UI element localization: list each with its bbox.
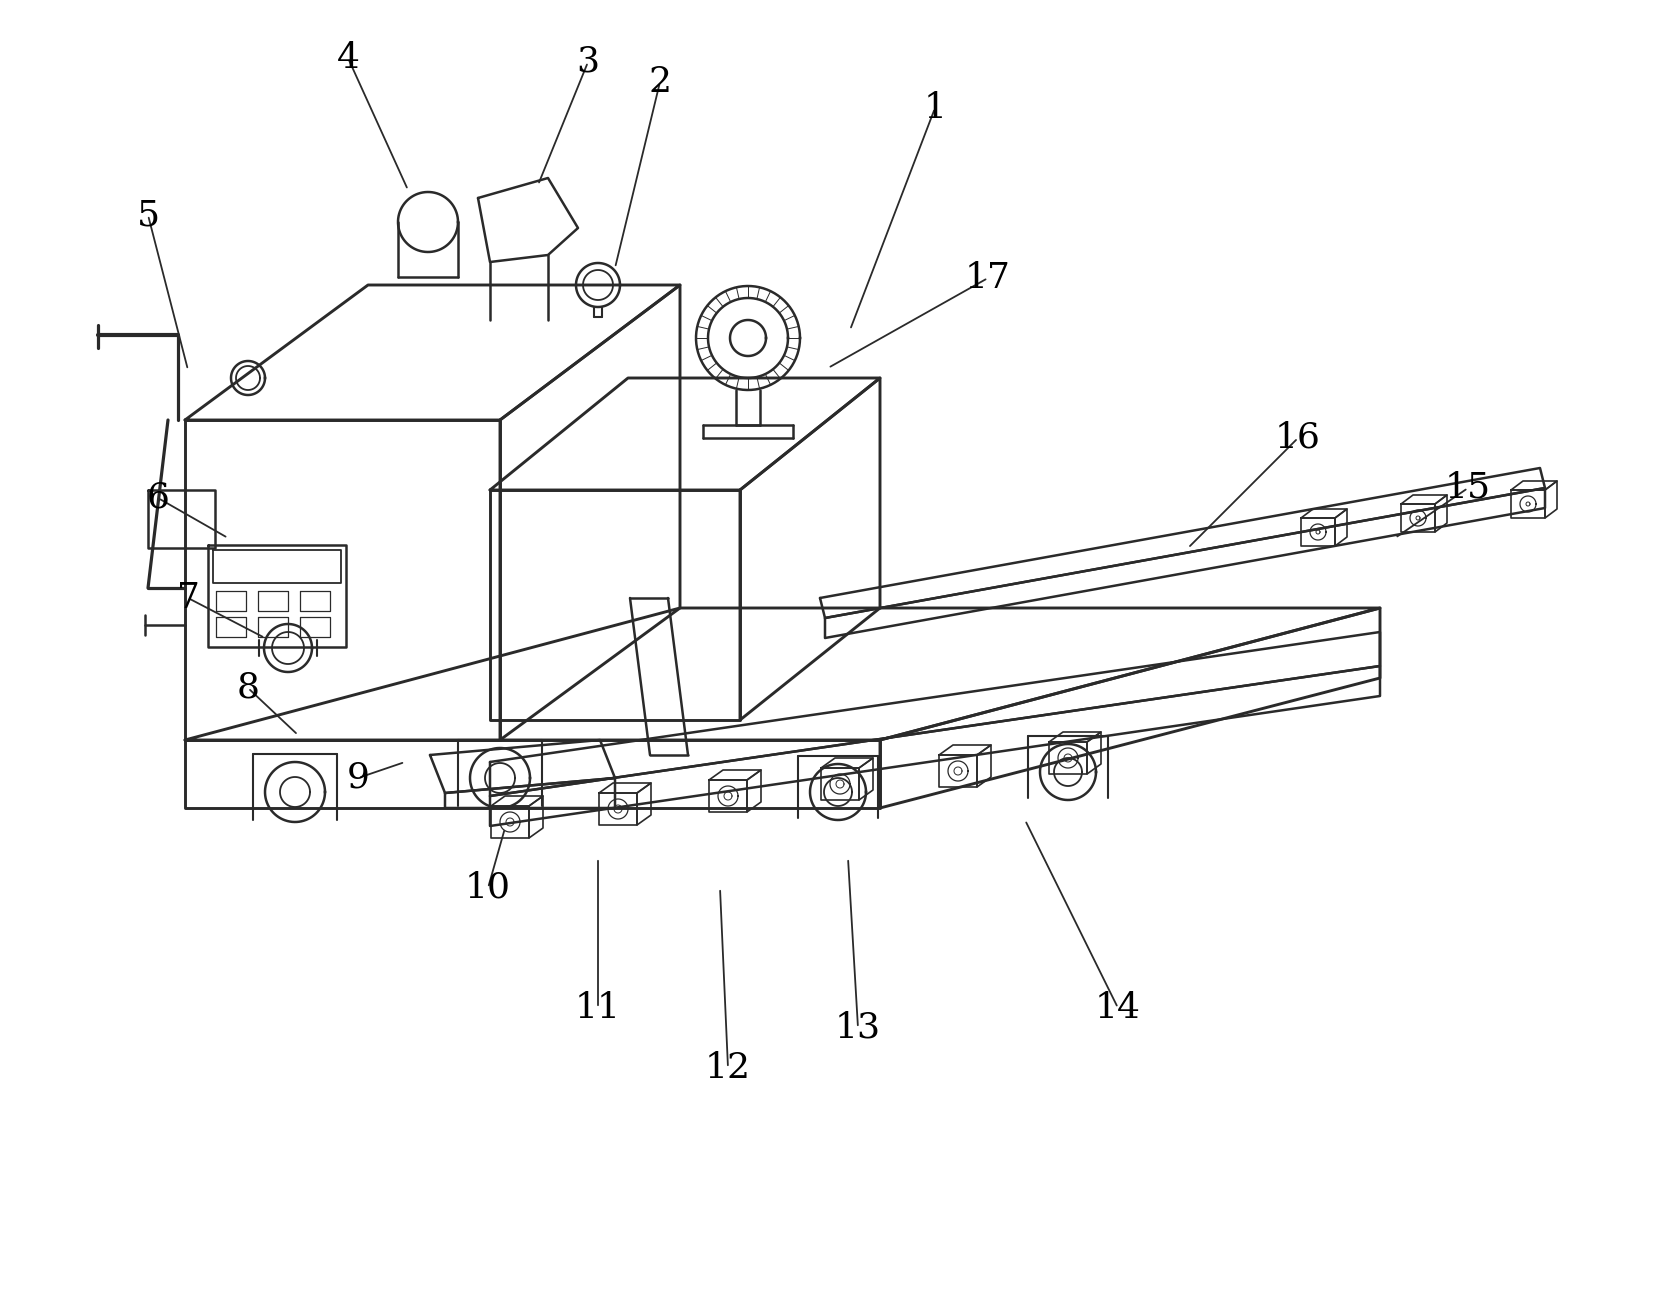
- Text: 13: 13: [834, 1011, 880, 1044]
- Text: 17: 17: [965, 261, 1010, 296]
- Text: 10: 10: [464, 871, 511, 905]
- Text: 4: 4: [336, 41, 359, 75]
- Text: 7: 7: [176, 581, 200, 615]
- Text: 5: 5: [136, 198, 160, 232]
- Text: 15: 15: [1444, 471, 1491, 505]
- Text: 6: 6: [146, 482, 170, 515]
- Text: 11: 11: [574, 991, 621, 1025]
- Text: 1: 1: [924, 90, 945, 125]
- Text: 9: 9: [346, 760, 369, 795]
- Text: 2: 2: [647, 65, 671, 99]
- Text: 8: 8: [236, 671, 260, 705]
- Text: 3: 3: [576, 45, 599, 79]
- Text: 16: 16: [1275, 421, 1320, 454]
- Text: 12: 12: [704, 1051, 750, 1084]
- Text: 14: 14: [1095, 991, 1140, 1025]
